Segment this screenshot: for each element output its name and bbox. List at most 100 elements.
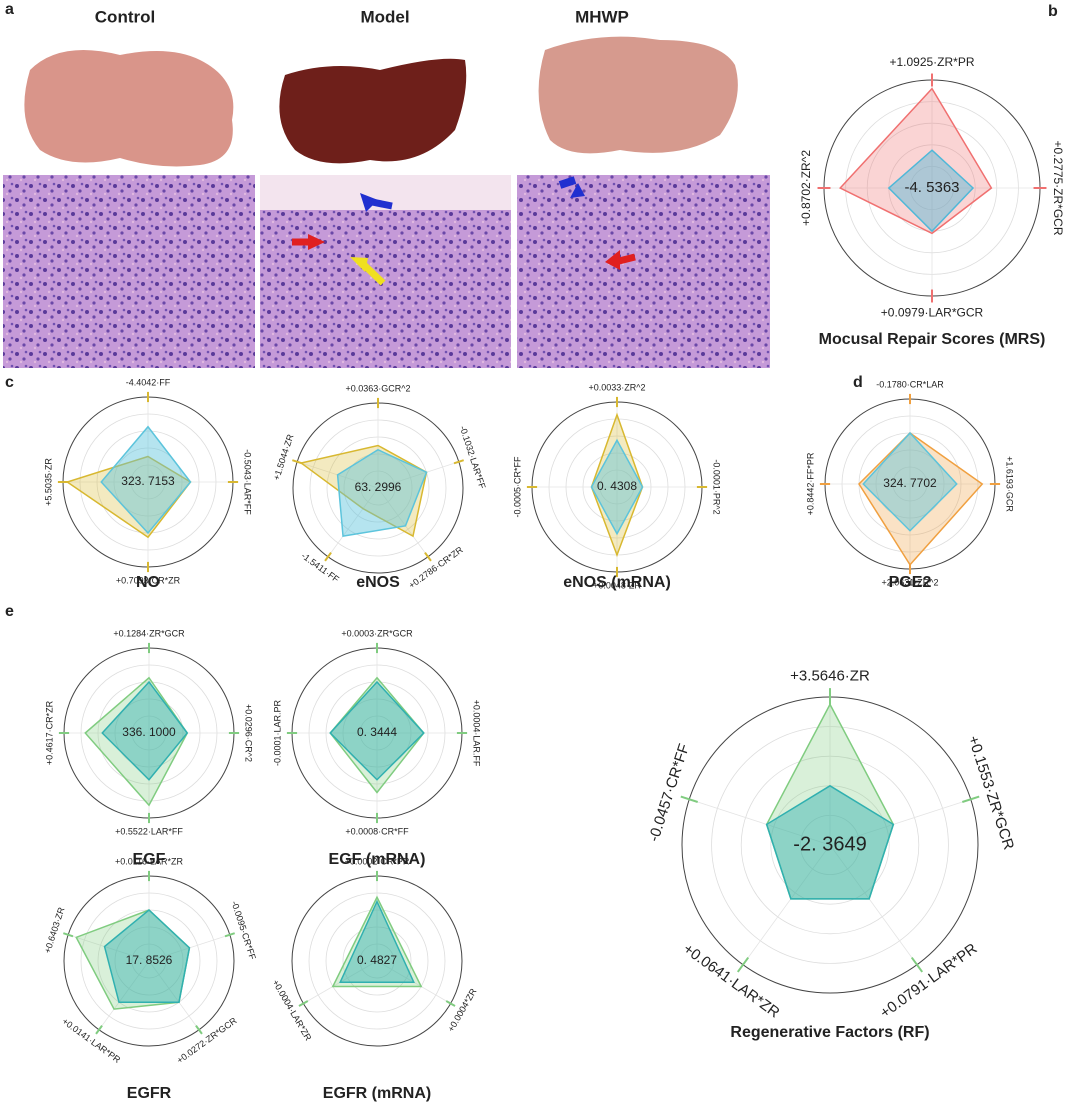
stomach-control xyxy=(24,50,234,167)
radar-area xyxy=(590,412,644,558)
column-title: Model xyxy=(360,7,409,26)
radar-title: EGFR xyxy=(127,1085,172,1102)
photos xyxy=(3,36,770,368)
axis-line xyxy=(377,487,429,558)
axis-label: +0.5522·LAR*FF xyxy=(115,826,183,836)
axis-label: +0.0004*ZR xyxy=(446,986,479,1033)
axis-tick xyxy=(298,1000,309,1007)
axis-label: +0.0033·ZR^2 xyxy=(588,382,645,392)
axis-label: +0.0979·LAR*GCR xyxy=(881,305,984,319)
arrow xyxy=(371,198,393,210)
radar-area xyxy=(887,149,975,233)
radar-area xyxy=(765,784,895,900)
radar-area xyxy=(331,895,423,988)
axis-label: +0.0116·LAR*ZR xyxy=(115,856,184,866)
axis-label: +0.2775·ZR*GCR xyxy=(1051,140,1065,235)
panel-label: e xyxy=(5,603,14,620)
radar-area xyxy=(65,455,192,539)
axis-label: -0.0005·CR*FF xyxy=(512,456,522,518)
axis-line xyxy=(68,934,150,962)
axis-tick xyxy=(445,1000,456,1007)
axis-line xyxy=(742,844,831,965)
axis-line xyxy=(148,960,200,1031)
center-value: 0. 4827 xyxy=(357,953,397,967)
axis-label: -0.0001·LAR.PR xyxy=(272,699,282,766)
column-title: Control xyxy=(95,7,155,26)
arrow xyxy=(359,260,386,286)
radar-title: EGFR (mRNA) xyxy=(323,1085,431,1102)
axis-tick xyxy=(224,932,235,938)
center-value: 17. 8526 xyxy=(126,953,173,967)
axis-label: -0.0001·PR^2 xyxy=(712,459,722,514)
axis-label: +0.0004·LAR.FF xyxy=(472,700,482,767)
radar-area xyxy=(100,425,192,535)
stomach-mhwp xyxy=(538,36,738,154)
axis-label: +0.0791·LAR*PR xyxy=(877,940,981,1022)
axis-line xyxy=(377,461,459,489)
center-value: 0. 4308 xyxy=(597,479,637,493)
panel-label: b xyxy=(1048,3,1058,20)
center-value: 0. 3444 xyxy=(357,725,397,739)
axis-label: +0.0048·ZR xyxy=(593,580,641,590)
axis-tick xyxy=(195,1025,203,1035)
radar-title: eNOS xyxy=(356,574,400,591)
radar-area xyxy=(329,680,425,781)
axis-line xyxy=(829,844,918,965)
center-value: 323. 7153 xyxy=(121,474,175,488)
center-value: 324. 7702 xyxy=(883,476,937,490)
radar-area xyxy=(101,680,189,781)
center-value: 63. 2996 xyxy=(355,480,402,494)
axis-tick xyxy=(324,552,332,562)
axis-tick xyxy=(736,956,750,973)
radar-area xyxy=(339,899,415,983)
axis-label: +0.0003·ZR*GCR xyxy=(341,628,413,638)
axis-label: +1.5044·ZR xyxy=(271,433,295,482)
panel-label: a xyxy=(5,1,14,18)
axis-tick xyxy=(453,459,464,465)
histology-control xyxy=(3,175,255,368)
axis-line xyxy=(829,798,971,846)
axis-label: +3.5646·ZR xyxy=(790,667,870,684)
radar-area xyxy=(838,87,993,235)
axis-label: +0.0008·CR*FF xyxy=(345,826,409,836)
axis-label: -4.4042·FF xyxy=(126,377,171,387)
axis-label: +0.0296·CR^2 xyxy=(244,704,254,762)
arrow xyxy=(614,253,636,266)
radar-area xyxy=(858,432,984,566)
center-value: -2. 3649 xyxy=(793,833,866,855)
radar-area xyxy=(862,431,958,532)
histology-mhwp xyxy=(517,175,770,368)
axis-label: +5.5035·ZR xyxy=(43,458,53,506)
axis-label: +1.6193·GCR xyxy=(1005,456,1015,512)
radar-title: PGE2 xyxy=(889,574,932,591)
axis-label: -0.1780·CR*LAR xyxy=(876,379,944,389)
arrow xyxy=(570,183,585,198)
axis-label: -1.5411·FF xyxy=(300,551,342,585)
radar-title: NO xyxy=(136,574,160,591)
axis-line xyxy=(689,798,831,846)
radar-area xyxy=(103,909,191,1004)
radar-title: Mocusal Repair Scores (MRS) xyxy=(819,331,1046,348)
axis-label: +0.8442·FF*PR xyxy=(805,452,815,515)
axis-label: +0.1553·ZR*GCR xyxy=(964,734,1017,852)
axis-label: +0.0641·LAR*ZR xyxy=(680,940,783,1021)
axis-tick xyxy=(962,795,980,803)
axis-tick xyxy=(424,552,432,562)
arrow xyxy=(558,176,577,189)
axis-label: +0.0002·CR*PR xyxy=(345,856,410,866)
stomach-model xyxy=(279,58,467,164)
radar-title: EGF (mRNA) xyxy=(329,851,426,868)
radar-area xyxy=(590,438,644,536)
axis-label: +0.1284·ZR*GCR xyxy=(113,628,185,638)
axis-tick xyxy=(680,795,698,803)
panel-label: d xyxy=(853,374,863,391)
panel-label: c xyxy=(5,374,14,391)
arrow xyxy=(360,193,378,212)
radar-area xyxy=(84,676,189,807)
axis-label: +0.0363·GCR^2 xyxy=(345,383,410,393)
radar-title: eNOS (mRNA) xyxy=(563,574,671,591)
center-value: 336. 1000 xyxy=(122,725,176,739)
arrow xyxy=(308,234,325,250)
axis-label: +0.8702·ZR^2 xyxy=(799,150,813,226)
